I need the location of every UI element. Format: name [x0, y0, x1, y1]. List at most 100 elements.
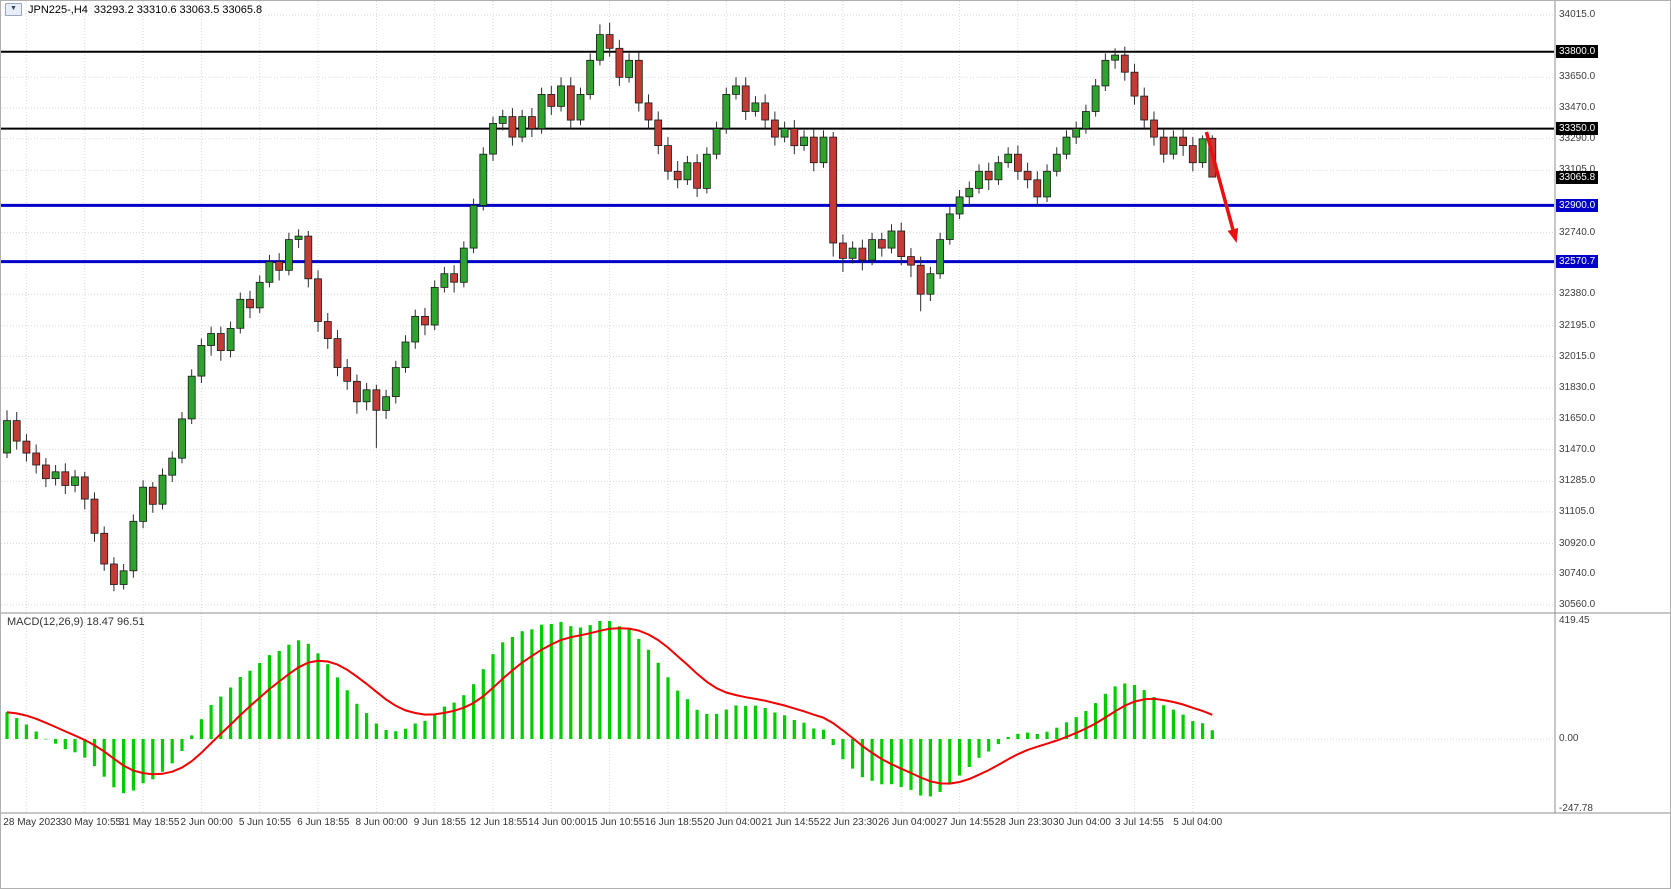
macd-histogram-bar	[355, 703, 359, 739]
candle-body	[634, 59, 643, 104]
candle-body	[1023, 170, 1032, 181]
macd-histogram-bar	[131, 739, 135, 791]
macd-histogram-bar	[909, 739, 913, 790]
macd-histogram-bar	[151, 739, 155, 780]
candle-body	[664, 145, 672, 172]
macd-histogram-bar	[112, 739, 116, 788]
candle-body	[489, 123, 497, 155]
candle-body	[343, 367, 352, 382]
candle-body	[1101, 59, 1110, 87]
macd-histogram-bar	[141, 739, 145, 784]
macd-histogram-bar	[996, 739, 1000, 745]
macd-signal-line	[6, 627, 1213, 785]
candle-body	[877, 239, 886, 249]
macd-histogram-bar	[491, 654, 495, 739]
candle-body	[945, 213, 954, 240]
macd-histogram-bar	[229, 687, 233, 739]
candle-body	[955, 196, 964, 215]
macd-histogram-bar	[170, 739, 174, 764]
candle-body	[683, 162, 692, 181]
candle-body	[246, 298, 254, 309]
candle-body	[362, 389, 371, 403]
macd-histogram-bar	[180, 739, 184, 751]
candle-body	[3, 420, 11, 454]
macd-histogram-bar	[1210, 730, 1214, 739]
candle-body	[858, 247, 867, 261]
candle-body	[323, 321, 332, 340]
macd-histogram-bar	[734, 705, 738, 739]
candle-body	[1179, 136, 1187, 147]
macd-histogram-bar	[812, 728, 816, 739]
price-axis[interactable]	[1555, 1, 1670, 813]
macd-histogram-bar	[899, 739, 903, 787]
candle-body	[654, 119, 663, 147]
macd-histogram-bar	[676, 690, 680, 739]
macd-histogram-bar	[967, 739, 971, 767]
macd-histogram-bar	[442, 706, 446, 739]
macd-histogram-bar	[1026, 732, 1030, 739]
macd-histogram-bar	[919, 739, 923, 796]
candle-body	[1014, 153, 1022, 172]
down-arrow-annotation[interactable]	[1204, 131, 1235, 230]
macd-histogram-bar	[63, 739, 67, 750]
candle-body	[469, 204, 478, 249]
candle-body	[1120, 54, 1129, 73]
time-axis[interactable]	[1, 813, 1670, 837]
macd-histogram-bar	[248, 670, 252, 739]
candle-body	[61, 471, 70, 486]
macd-histogram-bar	[530, 629, 534, 739]
macd-histogram-bar	[1191, 721, 1195, 739]
macd-histogram-bar	[267, 655, 271, 739]
macd-histogram-bar	[297, 640, 301, 739]
macd-histogram-bar	[92, 739, 97, 767]
macd-histogram-bar	[384, 730, 388, 739]
macd-histogram-bar	[1006, 737, 1010, 739]
candle-body	[391, 367, 400, 398]
macd-histogram-bar	[345, 690, 349, 739]
macd-histogram-bar	[666, 677, 670, 739]
macd-histogram-bar	[277, 651, 281, 739]
macd-histogram-bar	[763, 708, 767, 739]
candle-body	[702, 153, 711, 189]
candle-body	[1091, 85, 1100, 112]
candle-body	[1082, 111, 1090, 130]
candle-body	[732, 85, 740, 95]
macd-histogram-bar	[5, 712, 9, 739]
candle-body	[12, 420, 21, 442]
candle-body	[139, 486, 148, 522]
macd-histogram-bar	[578, 627, 583, 739]
macd-histogram-bar	[433, 713, 437, 739]
macd-histogram-bar	[326, 664, 330, 739]
candle-body	[596, 34, 604, 61]
macd-histogram-bar	[520, 631, 524, 739]
macd-histogram-bar	[462, 695, 466, 739]
macd-histogram-bar	[802, 722, 806, 739]
candle-body	[129, 520, 138, 572]
macd-histogram-bar	[695, 709, 699, 739]
macd-histogram-bar	[510, 637, 514, 739]
candle-body	[255, 281, 264, 309]
macd-histogram-bar	[617, 626, 621, 739]
macd-histogram-bar	[783, 715, 787, 739]
macd-histogram-bar	[83, 739, 87, 758]
macd-histogram-bar	[413, 723, 417, 739]
candle-body	[479, 153, 488, 206]
macd-histogram-bar	[685, 699, 689, 739]
macd-histogram-bar	[1132, 685, 1137, 739]
candle-body	[528, 116, 536, 129]
chart-dropdown-icon[interactable]: ▼	[5, 3, 22, 16]
candle-body	[304, 235, 313, 280]
candle-body	[916, 264, 925, 295]
candle-body	[1111, 54, 1119, 61]
macd-histogram-bar	[258, 663, 262, 739]
candle-body	[936, 239, 944, 275]
candle-body	[100, 532, 109, 565]
candle-body	[265, 261, 274, 283]
candle-body	[819, 136, 828, 164]
candle-body	[809, 136, 818, 164]
candle-body	[382, 396, 391, 411]
candle-body	[780, 128, 789, 138]
ohlc-readout: 33293.2 33310.6 33063.5 33065.8	[93, 3, 263, 16]
